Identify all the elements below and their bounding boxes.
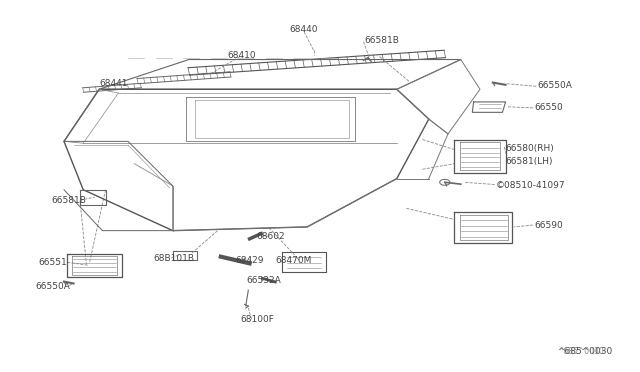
Text: 66581B: 66581B (365, 36, 399, 45)
Text: 68B101B: 68B101B (154, 254, 195, 263)
Text: 66550A: 66550A (538, 81, 572, 90)
Text: 68602: 68602 (256, 232, 285, 241)
Text: 66590: 66590 (534, 221, 563, 230)
Text: 66580(RH): 66580(RH) (506, 144, 554, 153)
Text: 68440: 68440 (290, 25, 318, 34)
Text: 68441: 68441 (99, 79, 128, 88)
Text: 66532A: 66532A (246, 276, 281, 285)
Text: 66581(LH): 66581(LH) (506, 157, 553, 166)
Text: 66550: 66550 (534, 103, 563, 112)
Text: ^685^0030: ^685^0030 (557, 347, 604, 356)
Text: 68100F: 68100F (240, 315, 274, 324)
Text: 68429: 68429 (236, 256, 264, 265)
Text: 68470M: 68470M (275, 256, 312, 265)
Text: 68410: 68410 (227, 51, 256, 60)
Text: ^685^0030: ^685^0030 (557, 347, 612, 356)
Text: 66551: 66551 (38, 258, 67, 267)
Text: 66550A: 66550A (35, 282, 70, 291)
Text: ©08510-41097: ©08510-41097 (496, 182, 566, 190)
Text: 66581B: 66581B (51, 196, 86, 205)
